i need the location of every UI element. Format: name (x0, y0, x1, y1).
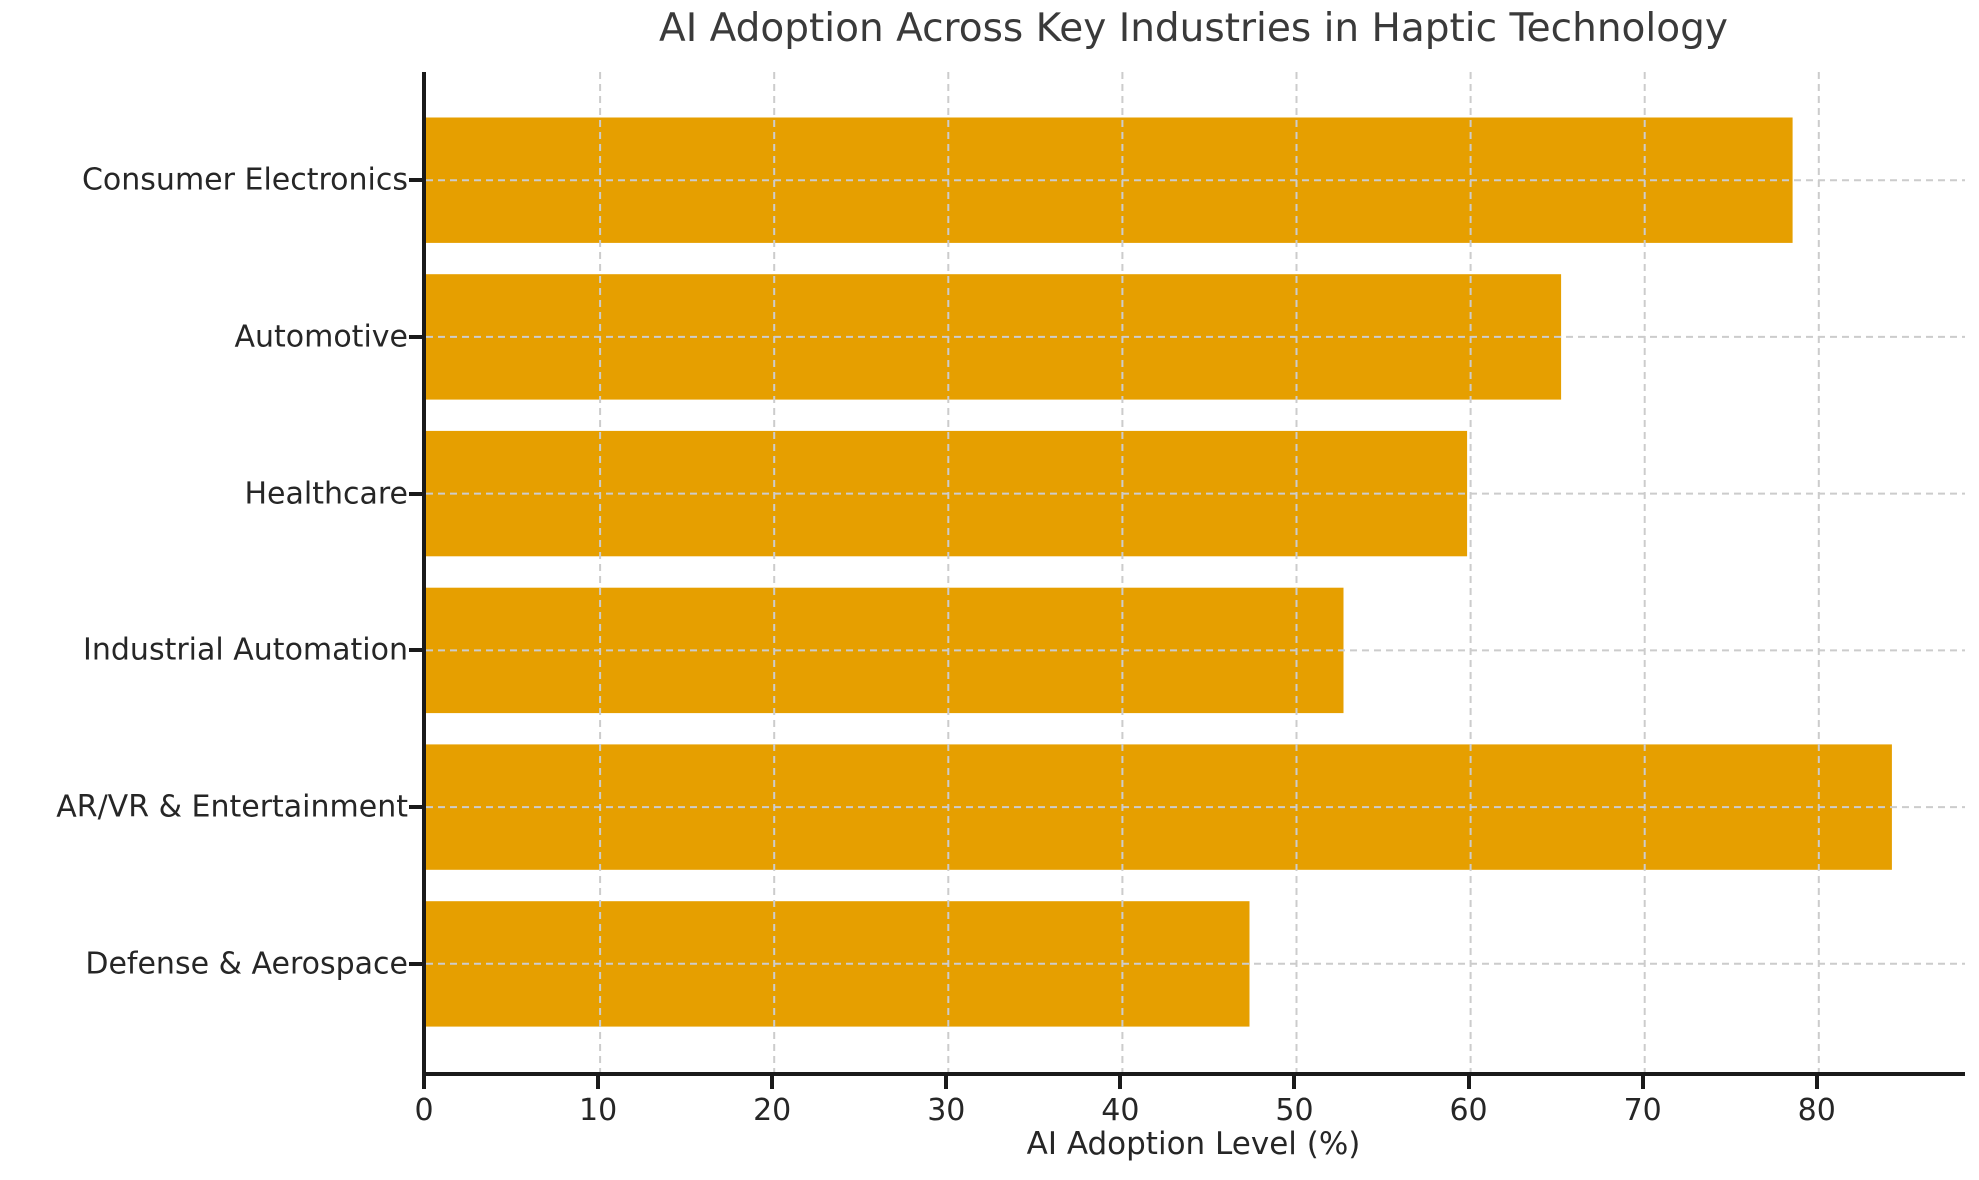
x-tick-mark-60 (1466, 1076, 1471, 1089)
x-tick-label-30: 30 (927, 1093, 966, 1128)
x-tick-mark-80 (1814, 1076, 1819, 1089)
category-label-0: Consumer Electronics (81, 162, 408, 198)
x-axis-title: AI Adoption Level (%) (1026, 1126, 1361, 1162)
x-tick-mark-20 (770, 1076, 775, 1089)
category-label-3: Industrial Automation (83, 632, 408, 668)
category-label-1: Automotive (234, 319, 408, 355)
x-tick-mark-50 (1292, 1076, 1297, 1089)
y-tick-mark-0 (409, 178, 422, 183)
y-tick-mark-5 (409, 961, 422, 966)
x-tick-label-80: 80 (1797, 1093, 1836, 1128)
plot-canvas (426, 72, 1965, 1072)
category-label-5: Defense & Aerospace (85, 946, 408, 982)
x-tick-label-40: 40 (1101, 1093, 1140, 1128)
x-tick-mark-70 (1640, 1076, 1645, 1089)
plot-area (422, 72, 1965, 1076)
x-tick-mark-40 (1118, 1076, 1123, 1089)
y-tick-mark-3 (409, 648, 422, 653)
x-tick-label-20: 20 (753, 1093, 792, 1128)
x-tick-label-50: 50 (1275, 1093, 1314, 1128)
y-tick-mark-2 (409, 491, 422, 496)
y-tick-mark-1 (409, 334, 422, 339)
x-tick-mark-10 (596, 1076, 601, 1089)
x-tick-label-10: 10 (579, 1093, 618, 1128)
x-tick-mark-30 (944, 1076, 949, 1089)
x-tick-label-0: 0 (414, 1093, 434, 1128)
chart-title: AI Adoption Across Key Industries in Hap… (659, 6, 1728, 51)
bar-consumer-electronics (426, 117, 1793, 243)
y-tick-mark-4 (409, 805, 422, 810)
category-label-2: Healthcare (244, 476, 408, 512)
category-label-4: AR/VR & Entertainment (56, 789, 408, 825)
x-tick-label-60: 60 (1449, 1093, 1488, 1128)
x-tick-mark-0 (422, 1076, 426, 1089)
x-tick-label-70: 70 (1623, 1093, 1662, 1128)
